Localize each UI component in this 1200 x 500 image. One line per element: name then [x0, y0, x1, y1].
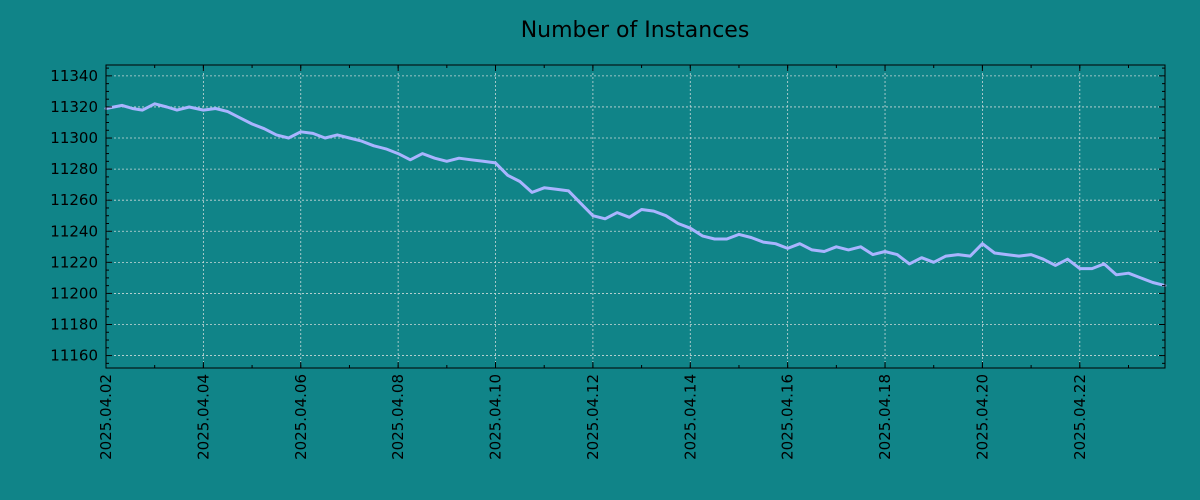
y-tick-label: 11300 — [50, 129, 98, 147]
y-tick-label: 11320 — [50, 98, 98, 116]
y-tick-label: 11240 — [50, 222, 98, 240]
series-layer — [104, 102, 1167, 288]
y-tick-label: 11180 — [50, 315, 98, 333]
y-tick-label: 11340 — [50, 67, 98, 85]
chart-title: Number of Instances — [521, 18, 750, 43]
x-tick-label: 2025.04.14 — [681, 374, 699, 460]
x-tick-label: 2025.04.20 — [973, 374, 991, 460]
x-tick-label: 2025.04.18 — [876, 374, 894, 460]
x-tick-label: 2025.04.04 — [194, 374, 212, 460]
x-tick-label: 2025.04.16 — [779, 374, 797, 460]
y-tick-label: 11280 — [50, 160, 98, 178]
grid — [105, 65, 1165, 368]
x-tick-label: 2025.04.02 — [97, 374, 115, 460]
y-tick-label: 11220 — [50, 253, 98, 271]
axis-ticks: 11160 11180 11200 11220 11240 11260 11280 11300… — [50, 65, 1165, 460]
y-tick-label: 11260 — [50, 191, 98, 209]
x-tick-label: 2025.04.22 — [1071, 374, 1089, 460]
plot-frame — [105, 64, 1166, 369]
x-tick-label: 2025.04.12 — [584, 374, 602, 460]
y-tick-label: 11160 — [50, 347, 98, 365]
series-line — [104, 102, 1167, 288]
y-tick-label: 11200 — [50, 284, 98, 302]
x-tick-label: 2025.04.06 — [292, 374, 310, 460]
x-tick-label: 2025.04.08 — [389, 374, 407, 460]
x-tick-label: 2025.04.10 — [487, 374, 505, 460]
